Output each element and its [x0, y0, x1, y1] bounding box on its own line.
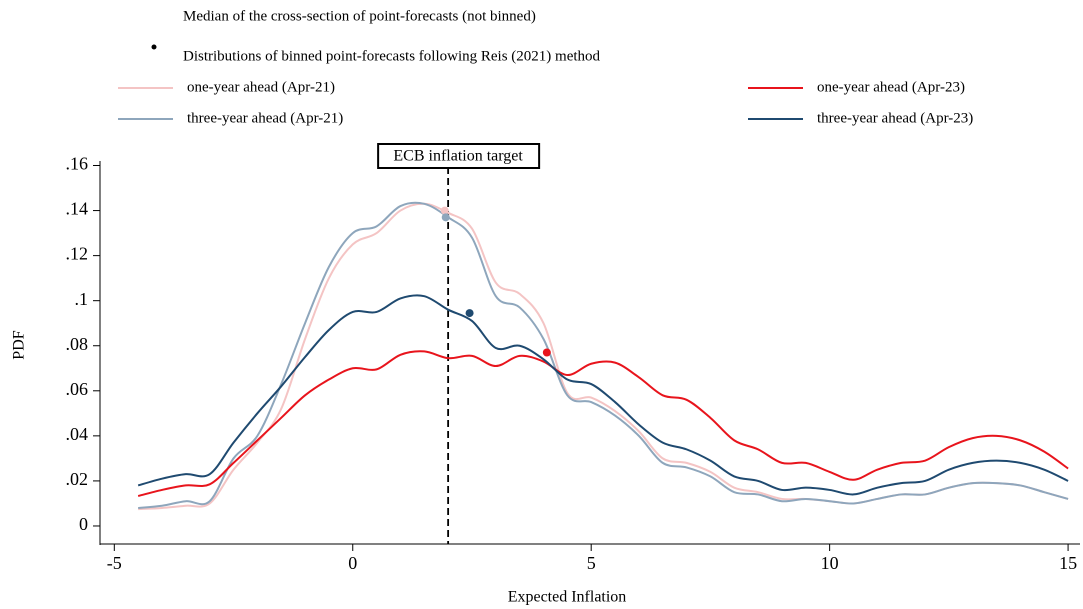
y-axis-label: PDF	[11, 330, 28, 359]
series-line	[137, 350, 1069, 497]
y-tick-label: .02	[66, 469, 89, 489]
x-tick-label: 5	[587, 553, 596, 573]
y-tick-label: .14	[66, 199, 89, 219]
median-point	[542, 348, 551, 357]
legend-label: three-year ahead (Apr-21)	[187, 110, 343, 126]
series-line	[137, 294, 1069, 496]
x-tick-label: 15	[1059, 553, 1077, 573]
x-tick-label: -5	[107, 553, 122, 573]
y-tick-label: .06	[66, 379, 89, 399]
annotation-text: ECB inflation target	[393, 148, 523, 165]
series-line	[138, 201, 1069, 509]
legend-label: three-year ahead (Apr-23)	[817, 110, 973, 126]
x-tick-label: 10	[821, 553, 839, 573]
legend-dot	[151, 44, 157, 50]
legend-label: one-year ahead (Apr-23)	[817, 79, 965, 95]
median-point	[441, 213, 450, 222]
y-tick-label: 0	[79, 514, 88, 534]
x-tick-label: 0	[348, 553, 357, 573]
y-tick-label: .16	[66, 154, 89, 174]
y-tick-label: .12	[66, 244, 89, 264]
median-point	[440, 206, 449, 215]
x-axis-label: Expected Inflation	[508, 589, 627, 606]
legend-label: one-year ahead (Apr-21)	[187, 79, 335, 95]
annotation-box	[377, 143, 541, 169]
y-tick-label: .1	[75, 289, 89, 309]
y-tick-label: .04	[66, 424, 89, 444]
legend-note: Median of the cross-section of point-for…	[183, 8, 536, 24]
median-point	[465, 309, 474, 318]
legend-subtitle: Distributions of binned point-forecasts …	[183, 48, 601, 64]
series-line	[138, 202, 1069, 511]
y-tick-label: .08	[66, 334, 89, 354]
